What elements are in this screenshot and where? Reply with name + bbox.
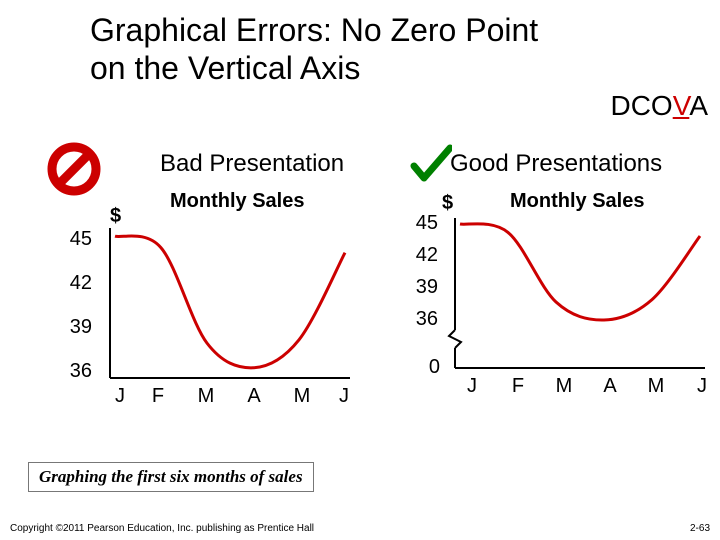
left-ytick-2: 39 xyxy=(62,316,92,339)
right-xtick-3: A xyxy=(600,375,620,398)
left-xtick-5: J xyxy=(334,385,354,408)
left-heading: Bad Presentation xyxy=(160,150,344,178)
left-ytick-0: 45 xyxy=(62,228,92,251)
left-currency-label: $ xyxy=(110,205,121,228)
left-chart-title: Monthly Sales xyxy=(170,190,304,213)
right-xtick-1: F xyxy=(508,375,528,398)
right-panel: Good Presentations Monthly Sales $ 45 42… xyxy=(380,150,720,460)
left-ytick-1: 42 xyxy=(62,272,92,295)
left-xtick-1: F xyxy=(148,385,168,408)
right-ytick-0: 45 xyxy=(408,212,438,235)
right-chart-title: Monthly Sales xyxy=(510,190,644,213)
right-heading: Good Presentations xyxy=(450,150,662,178)
page-number: 2-63 xyxy=(690,523,710,534)
copyright-text: Copyright ©2011 Pearson Education, Inc. … xyxy=(10,523,314,534)
left-xtick-2: M xyxy=(196,385,216,408)
right-ytick-3: 36 xyxy=(408,308,438,331)
right-ytick-2: 39 xyxy=(408,276,438,299)
right-currency-label: $ xyxy=(442,192,453,215)
right-xtick-4: M xyxy=(646,375,666,398)
right-xtick-5: J xyxy=(692,375,712,398)
check-icon xyxy=(410,144,452,186)
right-xtick-0: J xyxy=(462,375,482,398)
right-ytick-1: 42 xyxy=(408,244,438,267)
left-xtick-3: A xyxy=(244,385,264,408)
left-chart xyxy=(100,228,360,388)
left-ytick-3: 36 xyxy=(62,360,92,383)
caption-box: Graphing the first six months of sales xyxy=(28,462,314,492)
prohibit-icon xyxy=(45,140,103,198)
panels-container: Bad Presentation Monthly Sales $ 45 42 3… xyxy=(0,150,720,460)
right-chart xyxy=(445,218,715,388)
slide-title: Graphical Errors: No Zero Point on the V… xyxy=(90,12,538,88)
dcova-label: DCOVA xyxy=(610,90,708,122)
right-xtick-2: M xyxy=(554,375,574,398)
left-xtick-4: M xyxy=(292,385,312,408)
title-line2: on the Vertical Axis xyxy=(90,50,360,86)
title-line1: Graphical Errors: No Zero Point xyxy=(90,12,538,48)
caption-text: Graphing the first six months of sales xyxy=(39,467,303,486)
right-ytick-zero: 0 xyxy=(420,356,440,379)
left-panel: Bad Presentation Monthly Sales $ 45 42 3… xyxy=(50,150,390,460)
left-xtick-0: J xyxy=(110,385,130,408)
